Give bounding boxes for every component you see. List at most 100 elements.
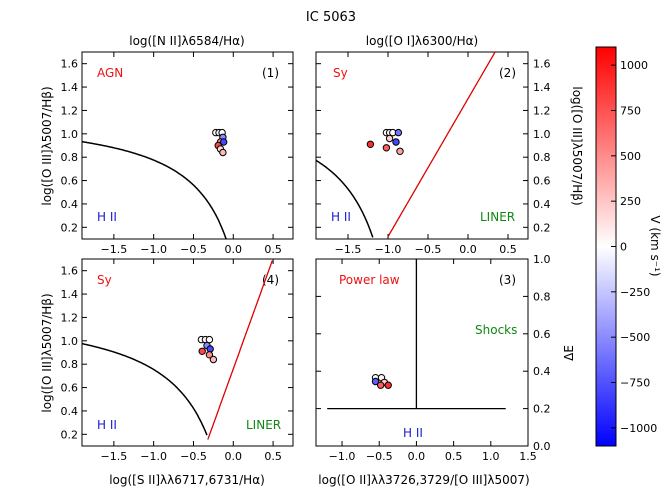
x-tick-label: 0.5 [264, 450, 282, 463]
data-point [394, 128, 403, 137]
x-tick-label: −0.5 [415, 243, 442, 256]
sy-liner-line-4 [207, 260, 273, 440]
points-3 [371, 374, 392, 389]
region-label-power-law: Power law [339, 273, 400, 287]
y-tick-label: 0.8 [533, 290, 551, 303]
region-label-sy-4: Sy [97, 273, 112, 287]
y-tick-label: 0.4 [533, 198, 551, 211]
panel-number-2: (2) [499, 66, 516, 80]
data-point [392, 138, 400, 146]
colorbar-tick-label: −250 [620, 286, 650, 299]
x-ticks-4: −1.5 −1.0 −0.5 0.0 0.5 [100, 259, 282, 463]
x-tick-label: −0.5 [180, 243, 207, 256]
x-tick-label: 0.0 [459, 243, 477, 256]
panel-nii: log([N II]λ6584/Hα) (1) AGN H II log([O … [40, 34, 294, 256]
y-tick-label: 1.0 [61, 128, 79, 141]
region-label-hii-1: H II [97, 210, 117, 224]
x-tick-label: 1.0 [482, 450, 500, 463]
colorbar-ticks: 1000 750 500 250 0 −250 −500 −750 −1000 [611, 59, 657, 435]
y-tick-label: 1.6 [61, 265, 79, 278]
y-tick-label: 1.0 [61, 335, 79, 348]
x-tick-label: −1.0 [140, 450, 167, 463]
y-axis-label-2: log([O III]λ5007/Hβ) [570, 86, 584, 205]
data-point [396, 147, 404, 156]
x-tick-label: −0.5 [180, 450, 207, 463]
x-tick-label: 0.0 [225, 450, 243, 463]
y-tick-label: 0.2 [533, 221, 551, 234]
y-tick-label: 1.2 [533, 104, 551, 117]
y-ticks-4: 0.2 0.4 0.6 0.8 1.0 1.2 1.4 1.6 [61, 265, 293, 441]
panel-frame-1 [81, 51, 294, 240]
x-tick-label: 0.5 [499, 243, 517, 256]
region-label-hii-3: H II [403, 426, 423, 440]
y-axis-label-1: log([O III]λ5007/Hβ) [40, 86, 54, 205]
x-tick-label: 0.5 [445, 450, 463, 463]
colorbar-tick-label: 250 [620, 195, 641, 208]
y-ticks-3: 0.0 0.2 0.4 0.6 0.8 1.0 [316, 253, 551, 453]
x-axis-label-3: log([O II]λλ3726,3729/[O III]λ5007) [318, 473, 529, 487]
y-tick-label: 0.4 [61, 405, 79, 418]
x-tick-label: −0.5 [366, 450, 393, 463]
x-tick-label: −1.5 [335, 243, 362, 256]
y-tick-label: 1.4 [61, 81, 79, 94]
y-tick-label: 1.0 [533, 128, 551, 141]
y-tick-label: 0.8 [533, 151, 551, 164]
data-point [220, 138, 228, 146]
y-tick-label: 0.6 [61, 175, 79, 188]
colorbar-tick-label: 0 [620, 241, 627, 254]
y-tick-label: 0.4 [533, 365, 551, 378]
data-point [384, 381, 392, 389]
y-ticks-2: 0.2 0.4 0.6 0.8 1.0 1.2 1.4 1.6 [316, 58, 551, 234]
data-point [366, 140, 375, 149]
data-point [371, 377, 380, 386]
y-tick-label: 0.8 [61, 358, 79, 371]
y-tick-label: 1.2 [61, 104, 79, 117]
region-label-sy-2: Sy [333, 66, 348, 80]
data-point [385, 134, 394, 143]
points-4 [197, 335, 218, 364]
data-point [382, 144, 391, 152]
data-point [377, 381, 385, 389]
x-tick-label: 0.0 [408, 450, 426, 463]
region-label-hii-4: H II [97, 418, 117, 432]
data-point [209, 355, 218, 364]
points-2 [366, 128, 404, 156]
region-label-liner-4: LINER [246, 418, 281, 432]
figure-title: IC 5063 [306, 10, 356, 25]
kewley-separator-1 [81, 140, 227, 240]
data-point [205, 351, 214, 359]
region-label-hii-2: H II [331, 210, 351, 224]
kewley-separator-4 [81, 342, 208, 436]
panel-frame-3 [315, 258, 529, 447]
x-tick-label: −1.5 [100, 450, 127, 463]
region-label-shocks: Shocks [475, 323, 517, 337]
panel-oii: (3) Power law Shocks H II ΔE log([O II]λ… [315, 253, 576, 487]
data-point [219, 148, 227, 157]
y-tick-label: 1.2 [61, 311, 79, 324]
x-tick-label: −1.0 [329, 450, 356, 463]
x-tick-label: 1.5 [519, 450, 537, 463]
panel-number-4: (4) [262, 273, 279, 287]
y-tick-label: 0.0 [533, 440, 551, 453]
colorbar: 1000 750 500 250 0 −250 −500 −750 −1000 V (km s⁻… [595, 46, 662, 447]
data-point [198, 347, 206, 355]
sy-liner-line-2 [387, 51, 496, 238]
panel-frame-4 [81, 258, 294, 447]
x-tick-label: 0.0 [225, 243, 243, 256]
y-tick-label: 1.6 [533, 58, 551, 71]
points-1 [212, 128, 228, 157]
y-axis-label-3: ΔE [562, 345, 576, 361]
y-axis-label-4: log([O III]λ5007/Hβ) [40, 293, 54, 412]
colorbar-tick-label: 500 [620, 150, 641, 163]
y-tick-label: 0.2 [533, 403, 551, 416]
x-tick-label: −1.0 [140, 243, 167, 256]
colorbar-tick-label: −500 [620, 331, 650, 344]
panel-number-3: (3) [499, 273, 516, 287]
y-tick-label: 0.4 [61, 198, 79, 211]
x-tick-label: 0.5 [264, 243, 282, 256]
y-tick-label: 1.4 [61, 288, 79, 301]
x-axis-label-4: log([S II]λλ6717,6731/Hα) [109, 473, 265, 487]
y-tick-label: 0.6 [533, 175, 551, 188]
panel-frame-2 [315, 51, 529, 240]
